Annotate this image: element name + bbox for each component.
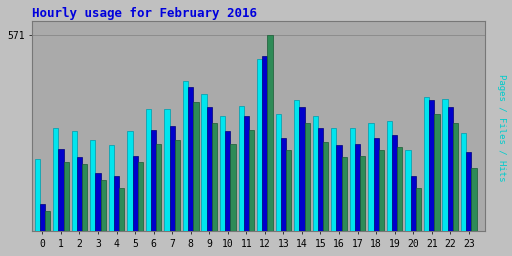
Bar [194,102,199,231]
Bar [77,157,82,231]
Bar [424,97,429,231]
Bar [45,211,50,231]
Bar [387,121,392,231]
Bar [472,168,477,231]
Bar [360,156,366,231]
Bar [207,107,212,231]
Bar [188,87,194,231]
Bar [127,131,133,231]
Bar [146,109,151,231]
Bar [95,173,101,231]
Bar [119,188,124,231]
Bar [392,135,397,231]
Bar [447,107,453,231]
Bar [169,126,175,231]
Bar [53,128,58,231]
Bar [305,123,310,231]
Bar [183,81,188,231]
Bar [257,59,262,231]
Bar [239,105,244,231]
Bar [342,157,347,231]
Bar [300,107,305,231]
Bar [267,35,273,231]
Text: Hourly usage for February 2016: Hourly usage for February 2016 [32,7,257,20]
Bar [101,180,106,231]
Bar [156,144,161,231]
Bar [72,131,77,231]
Bar [453,123,458,231]
Bar [461,133,466,231]
Bar [281,138,286,231]
Bar [350,128,355,231]
Bar [202,93,207,231]
Bar [220,116,225,231]
Bar [225,131,230,231]
Bar [109,145,114,231]
Bar [336,145,342,231]
Bar [82,164,87,231]
Bar [406,150,411,231]
Bar [411,176,416,231]
Bar [429,100,434,231]
Bar [40,204,45,231]
Bar [175,140,180,231]
Bar [416,188,421,231]
Bar [355,144,360,231]
Bar [331,128,336,231]
Bar [230,144,236,231]
Bar [434,114,439,231]
Bar [164,109,169,231]
Bar [368,123,374,231]
Bar [249,130,254,231]
Bar [275,114,281,231]
Bar [294,100,300,231]
Bar [262,56,267,231]
Bar [313,116,318,231]
Text: Pages / Files / Hits: Pages / Files / Hits [497,74,506,182]
Bar [58,149,63,231]
Bar [379,150,384,231]
Bar [466,152,472,231]
Bar [212,123,217,231]
Bar [90,140,95,231]
Bar [442,99,447,231]
Bar [63,163,69,231]
Bar [397,147,402,231]
Bar [114,176,119,231]
Bar [374,138,379,231]
Bar [138,163,143,231]
Bar [35,159,40,231]
Bar [286,150,291,231]
Bar [244,116,249,231]
Bar [133,156,138,231]
Bar [323,142,328,231]
Bar [318,128,323,231]
Bar [151,130,156,231]
